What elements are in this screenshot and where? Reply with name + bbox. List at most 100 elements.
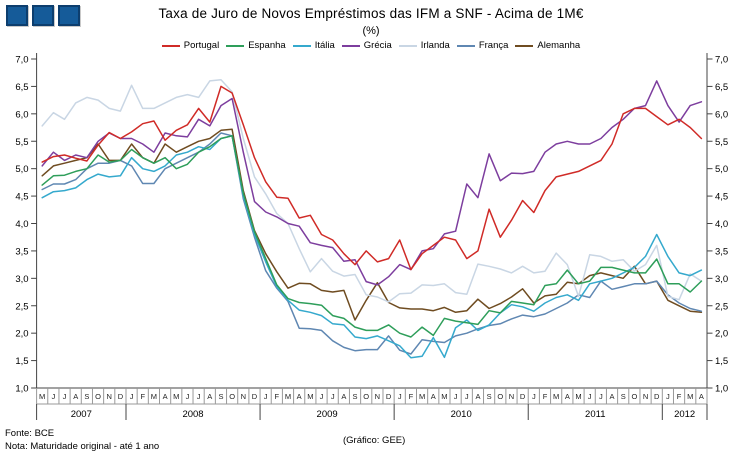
month-label: F [677, 392, 682, 401]
legend-label: França [478, 40, 509, 51]
y-tick-label-left: 4,0 [15, 219, 28, 230]
month-label: J [465, 392, 469, 401]
legend-swatch [161, 44, 180, 47]
legend-swatch [341, 44, 360, 47]
month-label: J [186, 392, 190, 401]
month-label: S [84, 392, 89, 401]
month-label: J [398, 392, 402, 401]
month-label: J [588, 392, 592, 401]
series-line-espanha [41, 135, 703, 338]
month-label: D [252, 392, 258, 401]
legend-swatch [456, 44, 475, 47]
month-label: O [229, 392, 235, 401]
month-label: J [51, 392, 55, 401]
legend-item-espanha: Espanha [226, 40, 286, 51]
month-label: O [497, 392, 503, 401]
series-line-itália [41, 135, 703, 359]
month-label: M [39, 392, 45, 401]
month-label: S [621, 392, 626, 401]
y-tick-label-right: 1,5 [715, 356, 728, 367]
footer-source: Fonte: BCE [5, 428, 55, 439]
month-label: D [118, 392, 124, 401]
month-label: N [509, 392, 514, 401]
y-tick-label-right: 2,5 [715, 301, 728, 312]
month-label: M [687, 392, 693, 401]
year-label: 2007 [71, 409, 92, 420]
y-tick-label-left: 7,0 [15, 55, 28, 66]
month-label: N [107, 392, 112, 401]
month-label: F [543, 392, 548, 401]
month-label: O [95, 392, 101, 401]
legend-item-alemanha: Alemanha [515, 40, 580, 51]
y-tick-label-left: 3,5 [15, 246, 28, 257]
legend-label: Alemanha [537, 40, 581, 51]
month-label: O [631, 392, 637, 401]
month-label: A [610, 392, 615, 401]
footer-credit: (Gráfico: GEE) [343, 435, 406, 446]
y-tick-label-left: 2,5 [15, 301, 28, 312]
y-tick-label-left: 3,0 [15, 274, 28, 285]
month-label: M [285, 392, 291, 401]
series-line-grécia [41, 80, 703, 286]
month-label: M [441, 392, 447, 401]
y-tick-label-right: 3,0 [715, 274, 728, 285]
y-tick-label-left: 5,0 [15, 164, 28, 175]
logo-square [32, 5, 54, 26]
month-label: J [599, 392, 603, 401]
y-tick-label-right: 6,0 [715, 109, 728, 120]
legend-item-itália: Itália [292, 40, 335, 51]
series-line-irlanda [41, 79, 703, 303]
month-label: M [575, 392, 581, 401]
y-tick-label-right: 1,0 [715, 384, 728, 395]
series-line-portugal [41, 85, 703, 271]
month-label: J [454, 392, 458, 401]
month-label: N [241, 392, 246, 401]
month-label: M [151, 392, 157, 401]
month-label: J [63, 392, 67, 401]
legend-item-frança: França [456, 40, 509, 51]
month-label: J [130, 392, 134, 401]
legend-item-portugal: Portugal [161, 40, 220, 51]
legend-label: Espanha [248, 40, 286, 51]
month-label: D [520, 392, 526, 401]
legend-swatch [515, 44, 534, 47]
month-label: J [197, 392, 201, 401]
year-label: 2008 [182, 409, 203, 420]
y-tick-label-right: 7,0 [715, 55, 728, 66]
month-label: A [297, 392, 302, 401]
month-label: N [375, 392, 380, 401]
month-label: S [487, 392, 492, 401]
month-label: A [699, 392, 704, 401]
month-label: A [475, 392, 480, 401]
y-tick-label-right: 5,0 [715, 164, 728, 175]
y-tick-label-left: 6,0 [15, 109, 28, 120]
legend-swatch [226, 44, 245, 47]
y-tick-label-left: 6,5 [15, 82, 28, 93]
month-label: F [140, 392, 145, 401]
month-label: A [341, 392, 346, 401]
y-tick-label-right: 6,5 [715, 82, 728, 93]
month-label: J [666, 392, 670, 401]
year-label: 2011 [585, 409, 605, 420]
month-label: N [643, 392, 648, 401]
series-line-frança [41, 132, 703, 355]
y-tick-label-right: 4,0 [715, 219, 728, 230]
year-label: 2010 [451, 409, 472, 420]
month-label: J [264, 392, 268, 401]
month-label: A [163, 392, 168, 401]
y-tick-label-right: 2,0 [715, 329, 728, 340]
y-tick-label-right: 4,5 [715, 192, 728, 203]
month-label: J [532, 392, 536, 401]
month-label: J [320, 392, 324, 401]
month-label: M [307, 392, 313, 401]
month-label: F [275, 392, 280, 401]
three-squares-logo [6, 5, 80, 26]
year-label: 2009 [317, 409, 338, 420]
legend-label: Irlanda [420, 40, 450, 51]
legend-label: Portugal [183, 40, 220, 51]
y-tick-label-right: 5,5 [715, 137, 728, 148]
y-tick-label-left: 2,0 [15, 329, 28, 340]
legend-swatch [292, 44, 311, 47]
y-tick-label-right: 3,5 [715, 246, 728, 257]
year-label: 2012 [674, 409, 695, 420]
